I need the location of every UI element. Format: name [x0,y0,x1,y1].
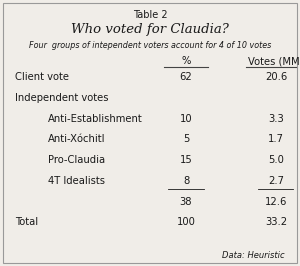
Text: %: % [181,56,191,66]
Text: Independent votes: Independent votes [15,93,109,103]
Text: 8: 8 [183,176,189,186]
Text: 62: 62 [180,72,192,82]
Text: 33.2: 33.2 [265,217,287,227]
Text: 38: 38 [180,197,192,207]
Text: 10: 10 [180,114,192,124]
Text: 5: 5 [183,134,189,144]
Text: 15: 15 [180,155,192,165]
FancyBboxPatch shape [3,3,297,263]
Text: 100: 100 [177,217,195,227]
Text: Pro-Claudia: Pro-Claudia [48,155,105,165]
Text: Anti-Xóchitl: Anti-Xóchitl [48,134,106,144]
Text: Table 2: Table 2 [133,10,167,20]
Text: Who voted for Claudia?: Who voted for Claudia? [71,23,229,36]
Text: Data: Heuristic: Data: Heuristic [222,251,285,260]
Text: Total: Total [15,217,38,227]
Text: 12.6: 12.6 [265,197,287,207]
Text: 2.7: 2.7 [268,176,284,186]
Text: 4T Idealists: 4T Idealists [48,176,105,186]
Text: Four  groups of intependent voters account for 4 of 10 votes: Four groups of intependent voters accoun… [29,41,271,50]
Text: Votes (MM): Votes (MM) [248,56,300,66]
Text: 3.3: 3.3 [268,114,284,124]
Text: 1.7: 1.7 [268,134,284,144]
Text: Anti-Establishment: Anti-Establishment [48,114,143,124]
Text: 20.6: 20.6 [265,72,287,82]
Text: Client vote: Client vote [15,72,69,82]
Text: 5.0: 5.0 [268,155,284,165]
